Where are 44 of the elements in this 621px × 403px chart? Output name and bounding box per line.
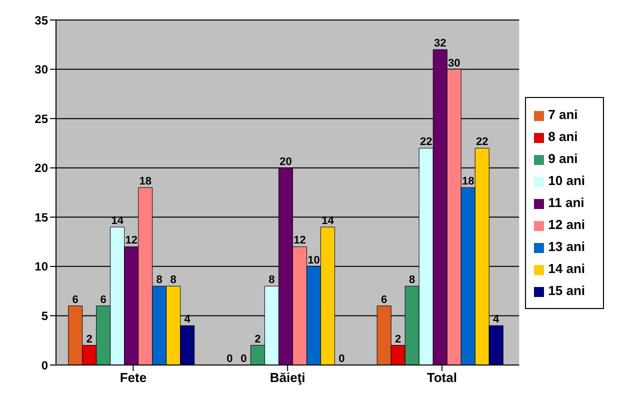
data-label: 22 (420, 136, 432, 148)
data-label: 8 (156, 274, 162, 286)
legend-label: 11 ani (548, 195, 584, 210)
data-label: 0 (240, 352, 247, 365)
x-tick-label: Băieţi (270, 370, 306, 386)
data-label: 30 (448, 57, 460, 70)
y-tick-label: 5 (41, 308, 48, 323)
data-label: 4 (493, 314, 500, 326)
y-tick-label: 10 (34, 260, 48, 274)
legend-label: 7 ani (548, 107, 578, 122)
y-tick-label: 35 (34, 13, 48, 28)
data-label: 12 (294, 234, 306, 247)
data-label: 32 (434, 38, 446, 50)
y-tick-label: 15 (34, 210, 48, 224)
data-label: 8 (268, 274, 275, 286)
data-label: 0 (226, 352, 233, 365)
data-label: 10 (308, 254, 320, 266)
y-tick-label: 20 (34, 161, 48, 176)
y-tick-label: 0 (41, 358, 48, 372)
data-label: 2 (86, 333, 92, 346)
y-tick-label: 25 (34, 112, 48, 126)
data-label: 6 (381, 294, 388, 306)
data-label: 6 (100, 294, 106, 306)
y-tick-label: 30 (34, 62, 48, 77)
data-label: 12 (125, 234, 138, 247)
data-label: 20 (280, 156, 292, 168)
legend-label: 13 ani (548, 239, 585, 254)
x-tick-label: Fete (120, 370, 147, 386)
data-label: 6 (72, 294, 78, 306)
legend-label: 10 ani (548, 173, 585, 188)
data-label: 8 (409, 274, 416, 286)
data-label: 18 (462, 176, 474, 188)
data-label: 22 (476, 136, 488, 148)
data-label: 2 (254, 333, 261, 346)
legend-label: 14 ani (548, 261, 585, 276)
data-label: 18 (139, 176, 152, 188)
legend-label: 12 ani (548, 217, 585, 232)
data-label: 2 (395, 333, 402, 346)
data-label: 0 (338, 352, 345, 365)
x-tick-label: Total (426, 370, 457, 386)
legend-label: 8 ani (548, 129, 578, 144)
legend-label: 15 ani (548, 283, 585, 298)
data-label: 8 (170, 274, 176, 286)
legend-label: 9 ani (548, 151, 578, 166)
